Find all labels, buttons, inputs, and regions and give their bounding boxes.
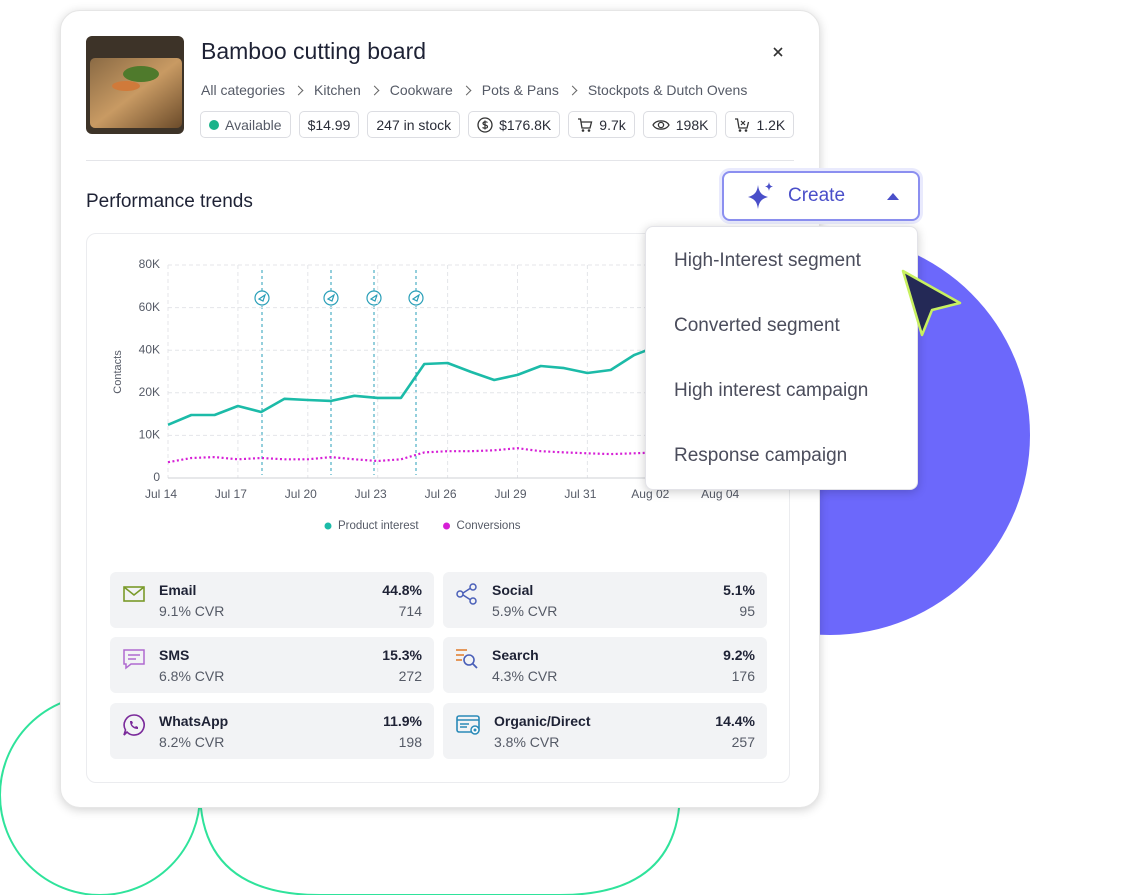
- chart: Contacts 0 10K 20K 40K 60K 80K Jul 14 Jul 17 Jul…: [112, 257, 750, 532]
- chart-panel: [86, 233, 790, 783]
- product-title: Bamboo cutting board: [201, 38, 427, 64]
- badge: 9.7k: [568, 111, 635, 138]
- channel-share: 44.8%: [382, 582, 422, 598]
- channel-count: 198: [398, 734, 422, 750]
- menu-item[interactable]: High-Interest segment: [674, 250, 861, 271]
- sparkle-icon: [748, 182, 773, 209]
- badge-text: $14.99: [307, 116, 351, 133]
- cursor: [901, 269, 962, 337]
- channel-cvr: 4.3% CVR: [492, 668, 558, 684]
- badge: $14.99: [298, 111, 360, 138]
- x-tick-label: Jul 17: [215, 487, 247, 501]
- x-tick-label: Jul 29: [494, 487, 526, 501]
- channel-count: 272: [398, 668, 422, 684]
- badge: Available: [200, 111, 291, 138]
- channel-share: 9.2%: [723, 647, 755, 663]
- legend-swatch: [324, 522, 332, 530]
- create-menu: High-Interest segment Converted segment …: [645, 226, 918, 490]
- badge: 1.2K: [725, 111, 795, 138]
- channel-cvr: 6.8% CVR: [159, 668, 225, 684]
- channel-cvr: 5.9% CVR: [492, 603, 558, 619]
- badge: 198K: [642, 111, 718, 138]
- channel-name: Search: [492, 647, 539, 663]
- channel-share: 5.1%: [723, 582, 755, 598]
- campaign-icons[interactable]: [254, 290, 424, 306]
- y-tick-label: 80K: [139, 257, 160, 271]
- channel-cvr: 3.8% CVR: [494, 734, 560, 750]
- campaign-markers: [261, 270, 417, 475]
- x-tick-label: Jul 14: [145, 487, 177, 501]
- y-tick-label: 40K: [139, 342, 160, 356]
- channel-tile: SMS 6.8% CVR 15.3% 272: [110, 637, 434, 693]
- channel-tile: Organic/Direct 3.8% CVR 14.4% 257: [443, 703, 767, 759]
- x-tick-label: Jul 23: [355, 487, 387, 501]
- divider: [86, 160, 794, 161]
- channel-count: 176: [731, 668, 755, 684]
- channel-name: SMS: [159, 647, 190, 663]
- y-axis-label: Contacts: [112, 350, 124, 394]
- channel-cvr: 9.1% CVR: [159, 603, 225, 619]
- channel-share: 15.3%: [382, 647, 422, 663]
- menu-item[interactable]: Response campaign: [674, 445, 848, 466]
- channel-tile: Email 9.1% CVR 44.8% 714: [110, 572, 434, 628]
- caret-icon: [887, 193, 899, 200]
- badge-text: $176.8K: [499, 116, 552, 133]
- channel-tile: Search 4.3% CVR 9.2% 176: [443, 637, 767, 693]
- badge-text: 198K: [675, 116, 709, 133]
- create-button[interactable]: Create: [722, 171, 920, 221]
- channel-cvr: 8.2% CVR: [159, 734, 225, 750]
- section-title: Performance trends: [86, 191, 253, 212]
- badge: $176.8K: [468, 111, 561, 138]
- menu-item[interactable]: Converted segment: [674, 315, 840, 336]
- channel-share: 14.4%: [715, 713, 755, 729]
- badge: 247 in stock: [367, 111, 461, 138]
- y-tick-label: 20K: [139, 385, 160, 399]
- badge-text: 247 in stock: [376, 116, 452, 133]
- menu-item[interactable]: High interest campaign: [674, 380, 869, 401]
- channel-name: WhatsApp: [159, 713, 229, 729]
- channel-name: Social: [492, 582, 534, 598]
- legend-label: Product interest: [338, 520, 419, 532]
- x-tick-label: Jul 31: [564, 487, 596, 501]
- series-line: [167, 447, 658, 464]
- create-label: Create: [788, 185, 846, 206]
- breadcrumb[interactable]: Stockpots & Dutch Ovens: [587, 82, 748, 98]
- breadcrumb[interactable]: Kitchen: [314, 82, 361, 98]
- channel-name: Organic/Direct: [494, 713, 591, 729]
- x-tick-label: Aug 04: [701, 487, 739, 501]
- breadcrumb[interactable]: All categories: [201, 82, 286, 98]
- breadcrumb[interactable]: Cookware: [389, 82, 453, 98]
- breadcrumb[interactable]: Pots & Pans: [481, 82, 559, 98]
- x-tick-label: Aug 02: [631, 487, 669, 501]
- legend-swatch: [443, 522, 451, 530]
- channel-count: 257: [731, 734, 755, 750]
- close-button[interactable]: [772, 46, 784, 58]
- channel-tile: WhatsApp 8.2% CVR 11.9% 198: [110, 703, 434, 759]
- y-tick-label: 60K: [139, 300, 160, 314]
- breadcrumbs: All categories Kitchen Cookware Pots & P…: [201, 82, 747, 98]
- series-line: [167, 344, 658, 426]
- x-tick-label: Jul 20: [285, 487, 317, 501]
- y-tick-label: 0: [153, 470, 160, 484]
- x-tick-label: Jul 26: [425, 487, 457, 501]
- badges: Available $14.99 247 in stock $176.8K 9.…: [200, 111, 795, 138]
- y-tick-label: 10K: [139, 428, 160, 442]
- legend-label: Conversions: [457, 520, 521, 532]
- channel-count: 714: [398, 603, 422, 619]
- channel-share: 11.9%: [383, 713, 422, 729]
- product-image: [86, 36, 184, 134]
- badge-text: 9.7k: [599, 116, 626, 133]
- channel-count: 95: [739, 603, 755, 619]
- channel-tile: Social 5.9% CVR 5.1% 95: [443, 572, 767, 628]
- channel-name: Email: [159, 582, 197, 598]
- badge-text: Available: [225, 116, 282, 133]
- badge-text: 1.2K: [756, 116, 786, 133]
